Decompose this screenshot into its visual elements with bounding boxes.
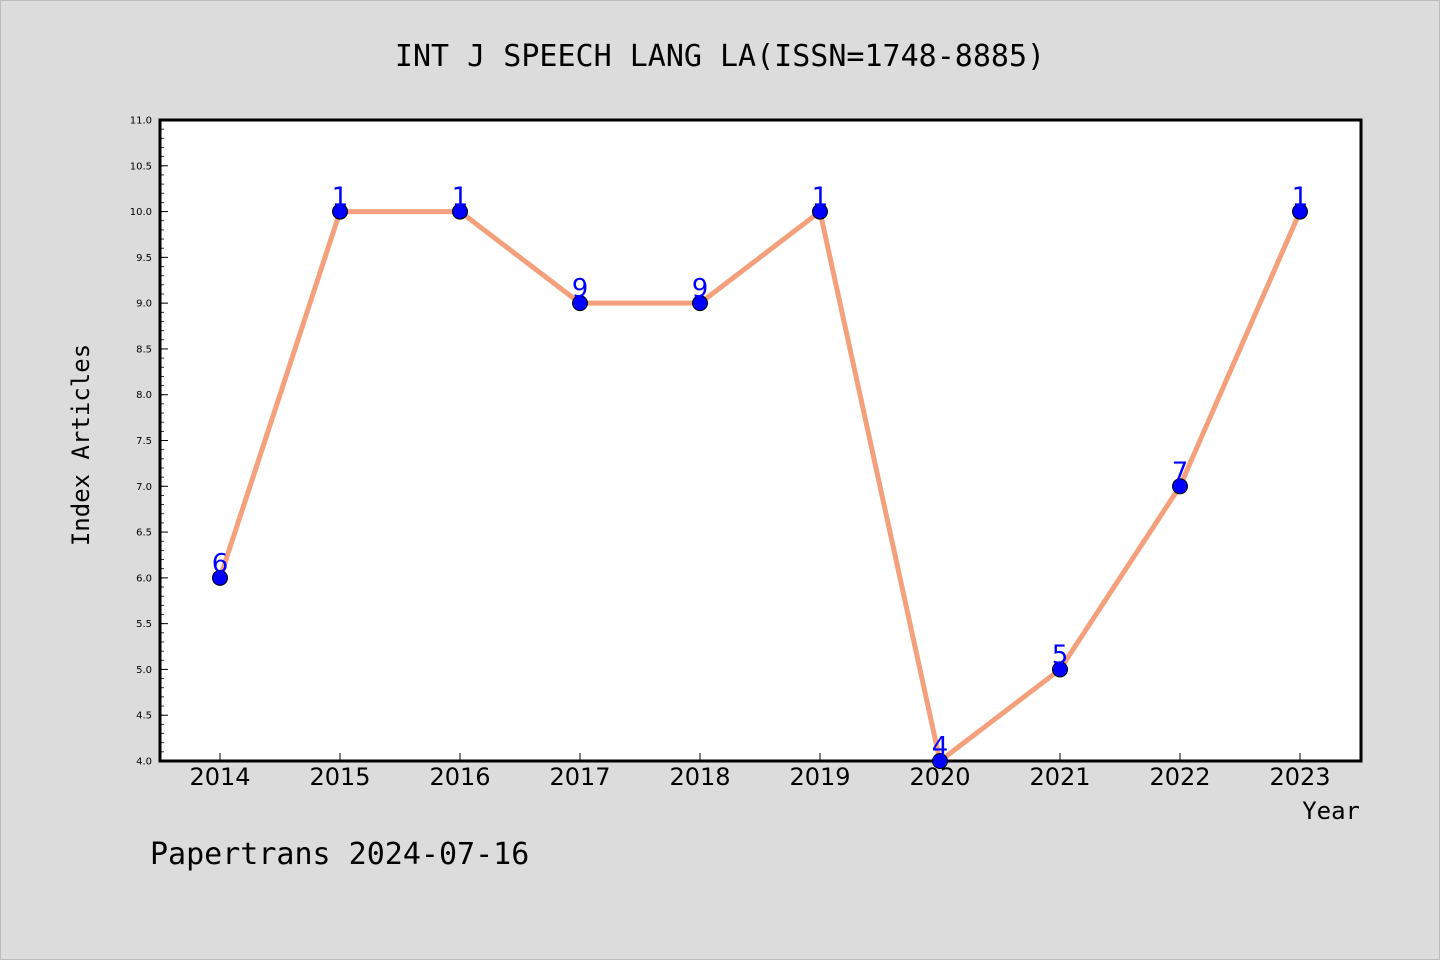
y-tick-label: 4.0 — [136, 757, 152, 768]
x-tick-label: 2016 — [429, 763, 490, 791]
data-point — [812, 203, 828, 220]
x-tick-label: 2017 — [549, 763, 610, 791]
data-point — [1172, 478, 1188, 495]
footer-source: Papertrans 2024-07-16 — [150, 837, 529, 872]
data-label: 1 — [332, 183, 349, 213]
chart-title: INT J SPEECH LANG LA(ISSN=1748-8885) — [395, 39, 1045, 74]
x-tick-label: 2014 — [189, 763, 250, 791]
y-tick-label: 8.0 — [136, 390, 152, 401]
data-label: 1 — [452, 183, 469, 213]
x-tick-label: 2015 — [309, 763, 370, 791]
series-layer — [212, 203, 1308, 769]
y-axis: 4.0 4.5 5.0 5.5 6.0 6.5 7.0 7.5 8.0 8.5 9.0 9.5 10.0… — [130, 116, 168, 768]
data-point — [692, 295, 708, 312]
data-label: 5 — [1052, 640, 1069, 670]
data-label: 4 — [932, 732, 949, 762]
x-tick-label: 2018 — [669, 763, 730, 791]
y-tick-label: 6.5 — [136, 528, 152, 539]
data-point — [1052, 661, 1068, 678]
y-tick-label: 9.5 — [136, 253, 152, 264]
y-tick-label: 5.5 — [136, 619, 152, 630]
data-point — [452, 203, 468, 220]
data-label: 1 — [812, 183, 829, 213]
y-tick-label: 7.0 — [136, 482, 152, 493]
data-point — [932, 753, 948, 769]
y-tick-label: 10.5 — [130, 161, 152, 172]
y-tick-label: 4.5 — [136, 711, 152, 722]
x-tick-label: 2021 — [1029, 763, 1090, 791]
x-tick-label: 2022 — [1149, 763, 1210, 791]
data-label-layer: 6 1 1 9 9 1 4 5 7 1 — [212, 183, 1309, 762]
data-label: 7 — [1172, 457, 1189, 487]
data-point — [332, 203, 348, 220]
x-tick-label: 2023 — [1269, 763, 1330, 791]
y-tick-label: 8.5 — [136, 344, 152, 355]
y-tick-label: 11.0 — [130, 116, 152, 127]
data-label: 1 — [1292, 183, 1309, 213]
y-tick-label: 5.0 — [136, 665, 152, 676]
y-tick-label: 6.0 — [136, 573, 152, 584]
x-axis-title: Year — [1302, 797, 1360, 825]
data-point — [1292, 203, 1308, 220]
y-tick-label: 10.0 — [130, 207, 152, 218]
data-label: 9 — [692, 274, 709, 304]
data-point — [572, 295, 588, 312]
data-label: 9 — [572, 274, 589, 304]
x-axis: 2014 2015 2016 2017 2018 2019 2020 2021 2022 2023 — [189, 753, 1331, 791]
y-tick-label: 9.0 — [136, 299, 152, 310]
data-point — [212, 569, 228, 586]
plot-area — [158, 118, 1363, 763]
series-line — [217, 209, 1303, 764]
data-label: 6 — [212, 549, 229, 579]
x-tick-label: 2019 — [789, 763, 850, 791]
y-axis-title: Index Articles — [67, 344, 95, 546]
y-tick-label: 7.5 — [136, 436, 152, 447]
